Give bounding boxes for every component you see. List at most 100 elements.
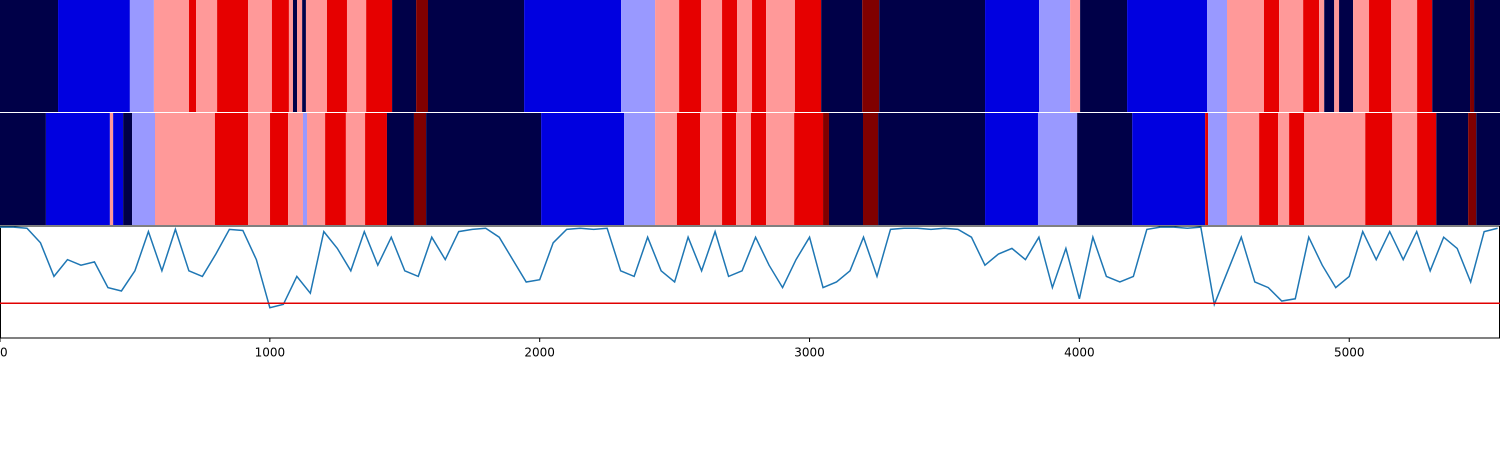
segment [214, 113, 249, 225]
segment [1227, 0, 1264, 112]
segment [129, 0, 154, 112]
x-tick-label: 5000 [1334, 346, 1365, 360]
segment [1391, 0, 1418, 112]
segment [1289, 113, 1305, 225]
segment [132, 113, 155, 225]
segment [1417, 113, 1437, 225]
segment [828, 113, 864, 225]
segment [58, 0, 130, 112]
segment [327, 0, 347, 112]
segment [1468, 113, 1477, 225]
segment [700, 113, 723, 225]
segment [794, 113, 824, 225]
segment [1259, 113, 1279, 225]
segment [736, 113, 751, 225]
segment [1369, 0, 1392, 112]
segment [1127, 0, 1208, 112]
segment [1353, 0, 1370, 112]
segment [1207, 0, 1228, 112]
segment [722, 0, 738, 112]
segment [750, 113, 767, 225]
segment [878, 113, 986, 225]
segment [113, 113, 124, 225]
segment [985, 0, 1040, 112]
segment [821, 0, 863, 112]
segment [307, 113, 326, 225]
x-tick-label: 4000 [1064, 346, 1095, 360]
segment [196, 0, 218, 112]
segment [248, 0, 272, 112]
segment [416, 0, 428, 112]
segment [1476, 113, 1500, 225]
segment [302, 0, 306, 112]
segment [1077, 113, 1133, 225]
segment [676, 113, 701, 225]
segment [766, 113, 795, 225]
segment [1470, 0, 1475, 112]
segment [1319, 0, 1325, 112]
segment [879, 0, 986, 112]
segment [1432, 0, 1471, 112]
segment [1436, 113, 1469, 225]
segment [365, 113, 387, 225]
segment [123, 113, 133, 225]
segment [297, 0, 303, 112]
segment [248, 113, 271, 225]
segment [1039, 0, 1071, 112]
segment [1324, 0, 1335, 112]
segment [1334, 0, 1340, 112]
segment [1303, 0, 1320, 112]
segment [737, 0, 753, 112]
segment [655, 113, 677, 225]
segment [1365, 113, 1393, 225]
data-line [0, 226, 1498, 309]
x-tick-label: 1000 [255, 346, 286, 360]
segment [679, 0, 701, 112]
x-tick-label: 3000 [794, 346, 825, 360]
x-tick-label: 2000 [524, 346, 555, 360]
segment [1417, 0, 1433, 112]
segment [427, 0, 525, 112]
segment [292, 0, 298, 112]
segment [1132, 113, 1206, 225]
segment [524, 0, 622, 112]
segment [1205, 113, 1209, 225]
segment [271, 0, 289, 112]
segment [1080, 0, 1128, 112]
segment [153, 0, 190, 112]
segment [270, 113, 289, 225]
plot-frame [0, 225, 1500, 339]
segment [1278, 113, 1290, 225]
segment [346, 0, 367, 112]
segment [305, 0, 328, 112]
segment [1227, 113, 1260, 225]
segment [386, 113, 414, 225]
segment [541, 113, 625, 225]
segment [862, 0, 880, 112]
segment [766, 0, 795, 112]
x-tick-label: 0 [0, 346, 8, 360]
segment [413, 113, 427, 225]
segment [655, 0, 680, 112]
segment [109, 113, 114, 225]
segment [1208, 113, 1228, 225]
segment [621, 0, 656, 112]
segment [366, 0, 393, 112]
segment [325, 113, 346, 225]
segment [1392, 113, 1418, 225]
segment [45, 113, 110, 225]
segment [1339, 0, 1354, 112]
segment [1279, 0, 1304, 112]
segment [624, 113, 656, 225]
segment [863, 113, 879, 225]
segment [0, 0, 59, 112]
segment [392, 0, 417, 112]
segment [426, 113, 542, 225]
segment [1070, 0, 1081, 112]
segment [288, 113, 303, 225]
segment [985, 113, 1038, 225]
segment [189, 0, 197, 112]
segment [1474, 0, 1500, 112]
segment [1304, 113, 1366, 225]
